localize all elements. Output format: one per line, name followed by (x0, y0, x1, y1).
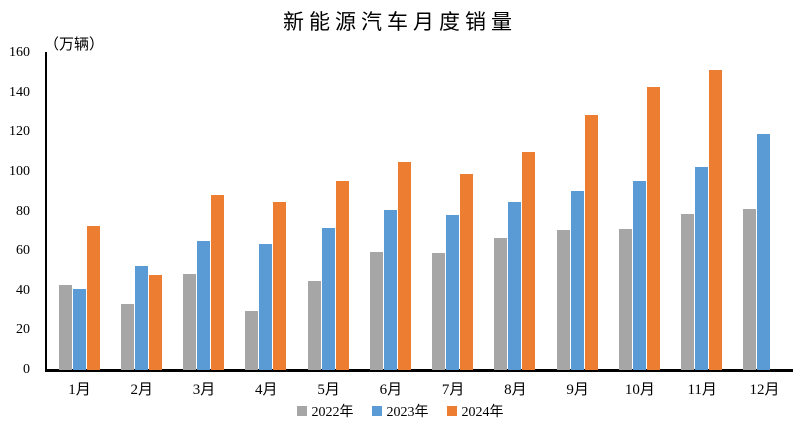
x-axis-tick-label-5月: 5月 (317, 382, 340, 398)
chart-title: 新能源汽车月度销量 (283, 10, 517, 34)
bar-2024年-10月 (646, 86, 660, 370)
bar-2024年-11月 (709, 70, 723, 370)
bar-2023年-10月 (632, 180, 646, 370)
bar-2023年-2月 (134, 265, 148, 370)
y-axis-tick-label: 80 (16, 203, 30, 219)
bar-2022年-3月 (183, 274, 197, 370)
bar-2023年-6月 (383, 210, 397, 370)
bar-2022年-1月 (58, 284, 72, 370)
legend-label: 2024年 (461, 405, 504, 420)
bar-2023年-7月 (446, 215, 460, 370)
x-axis-tick-label-1月: 1月 (68, 382, 91, 398)
y-axis-tick-label: 120 (9, 124, 30, 140)
bar-2023年-9月 (570, 190, 584, 370)
bar-2022年-4月 (245, 310, 259, 370)
x-axis-tick-label-7月: 7月 (441, 382, 465, 398)
bar-2024年-3月 (211, 195, 225, 370)
x-axis-tick-label-6月: 6月 (379, 382, 403, 398)
legend-swatch-icon (446, 406, 457, 416)
x-axis-tick-label-4月: 4月 (255, 382, 278, 398)
bar-2023年-5月 (321, 227, 335, 370)
y-axis-tick-label: 40 (16, 282, 30, 298)
bar-2024年-8月 (522, 152, 536, 370)
x-axis-line (45, 369, 793, 372)
y-axis-tick-label: 140 (9, 84, 30, 100)
y-axis-tick-label: 60 (16, 243, 30, 259)
x-axis-tick-label-11月: 11月 (687, 382, 717, 398)
bar-2023年-1月 (72, 289, 86, 370)
y-axis-line (45, 52, 47, 372)
legend-item-2023年: 2023年 (371, 401, 429, 421)
x-axis-tick-label-12月: 12月 (749, 382, 780, 398)
x-axis-tick-label-9月: 9月 (566, 382, 589, 398)
y-axis-tick-label: 100 (9, 163, 30, 179)
bar-2024年-5月 (335, 180, 349, 370)
bar-2023年-11月 (695, 166, 709, 370)
legend-swatch-icon (296, 406, 307, 416)
legend-item-2022年: 2022年 (296, 401, 354, 421)
legend-item-2024年: 2024年 (446, 401, 504, 421)
y-axis-tick-label: 160 (9, 45, 30, 60)
bar-2022年-10月 (618, 228, 632, 370)
legend-swatch-icon (371, 406, 382, 416)
bar-2024年-1月 (86, 225, 100, 370)
y-axis-unit-label: （万辆） (44, 37, 105, 53)
bar-2024年-7月 (460, 173, 474, 370)
legend: 2022年 2023年 2024年 (0, 401, 800, 421)
bar-2024年-4月 (273, 201, 287, 370)
bar-2022年-11月 (681, 214, 695, 370)
x-axis-tick-label-8月: 8月 (504, 382, 527, 398)
bar-2023年-8月 (508, 202, 522, 370)
bar-2022年-2月 (120, 303, 134, 370)
legend-label: 2022年 (311, 405, 354, 420)
x-axis-tick-label-2月: 2月 (130, 382, 154, 398)
x-axis-tick-label-3月: 3月 (192, 382, 216, 398)
bar-2022年-5月 (307, 281, 321, 370)
y-axis-tick-label: 20 (16, 322, 30, 338)
bar-2024年-9月 (584, 115, 598, 370)
x-axis-tick-label-10月: 10月 (624, 382, 655, 398)
bar-2022年-8月 (494, 238, 508, 370)
bar-2022年-9月 (556, 229, 570, 370)
y-axis-tick-label: 0 (23, 362, 30, 377)
bar-2023年-12月 (757, 134, 771, 370)
bar-2022年-6月 (369, 251, 383, 370)
bar-2022年-7月 (432, 252, 446, 370)
bar-2022年-12月 (743, 208, 757, 370)
bar-2023年-4月 (259, 243, 273, 370)
bar-2023年-3月 (197, 240, 211, 370)
bar-2024年-2月 (148, 275, 162, 370)
bar-2024年-6月 (397, 162, 411, 370)
legend-label: 2023年 (386, 405, 429, 420)
